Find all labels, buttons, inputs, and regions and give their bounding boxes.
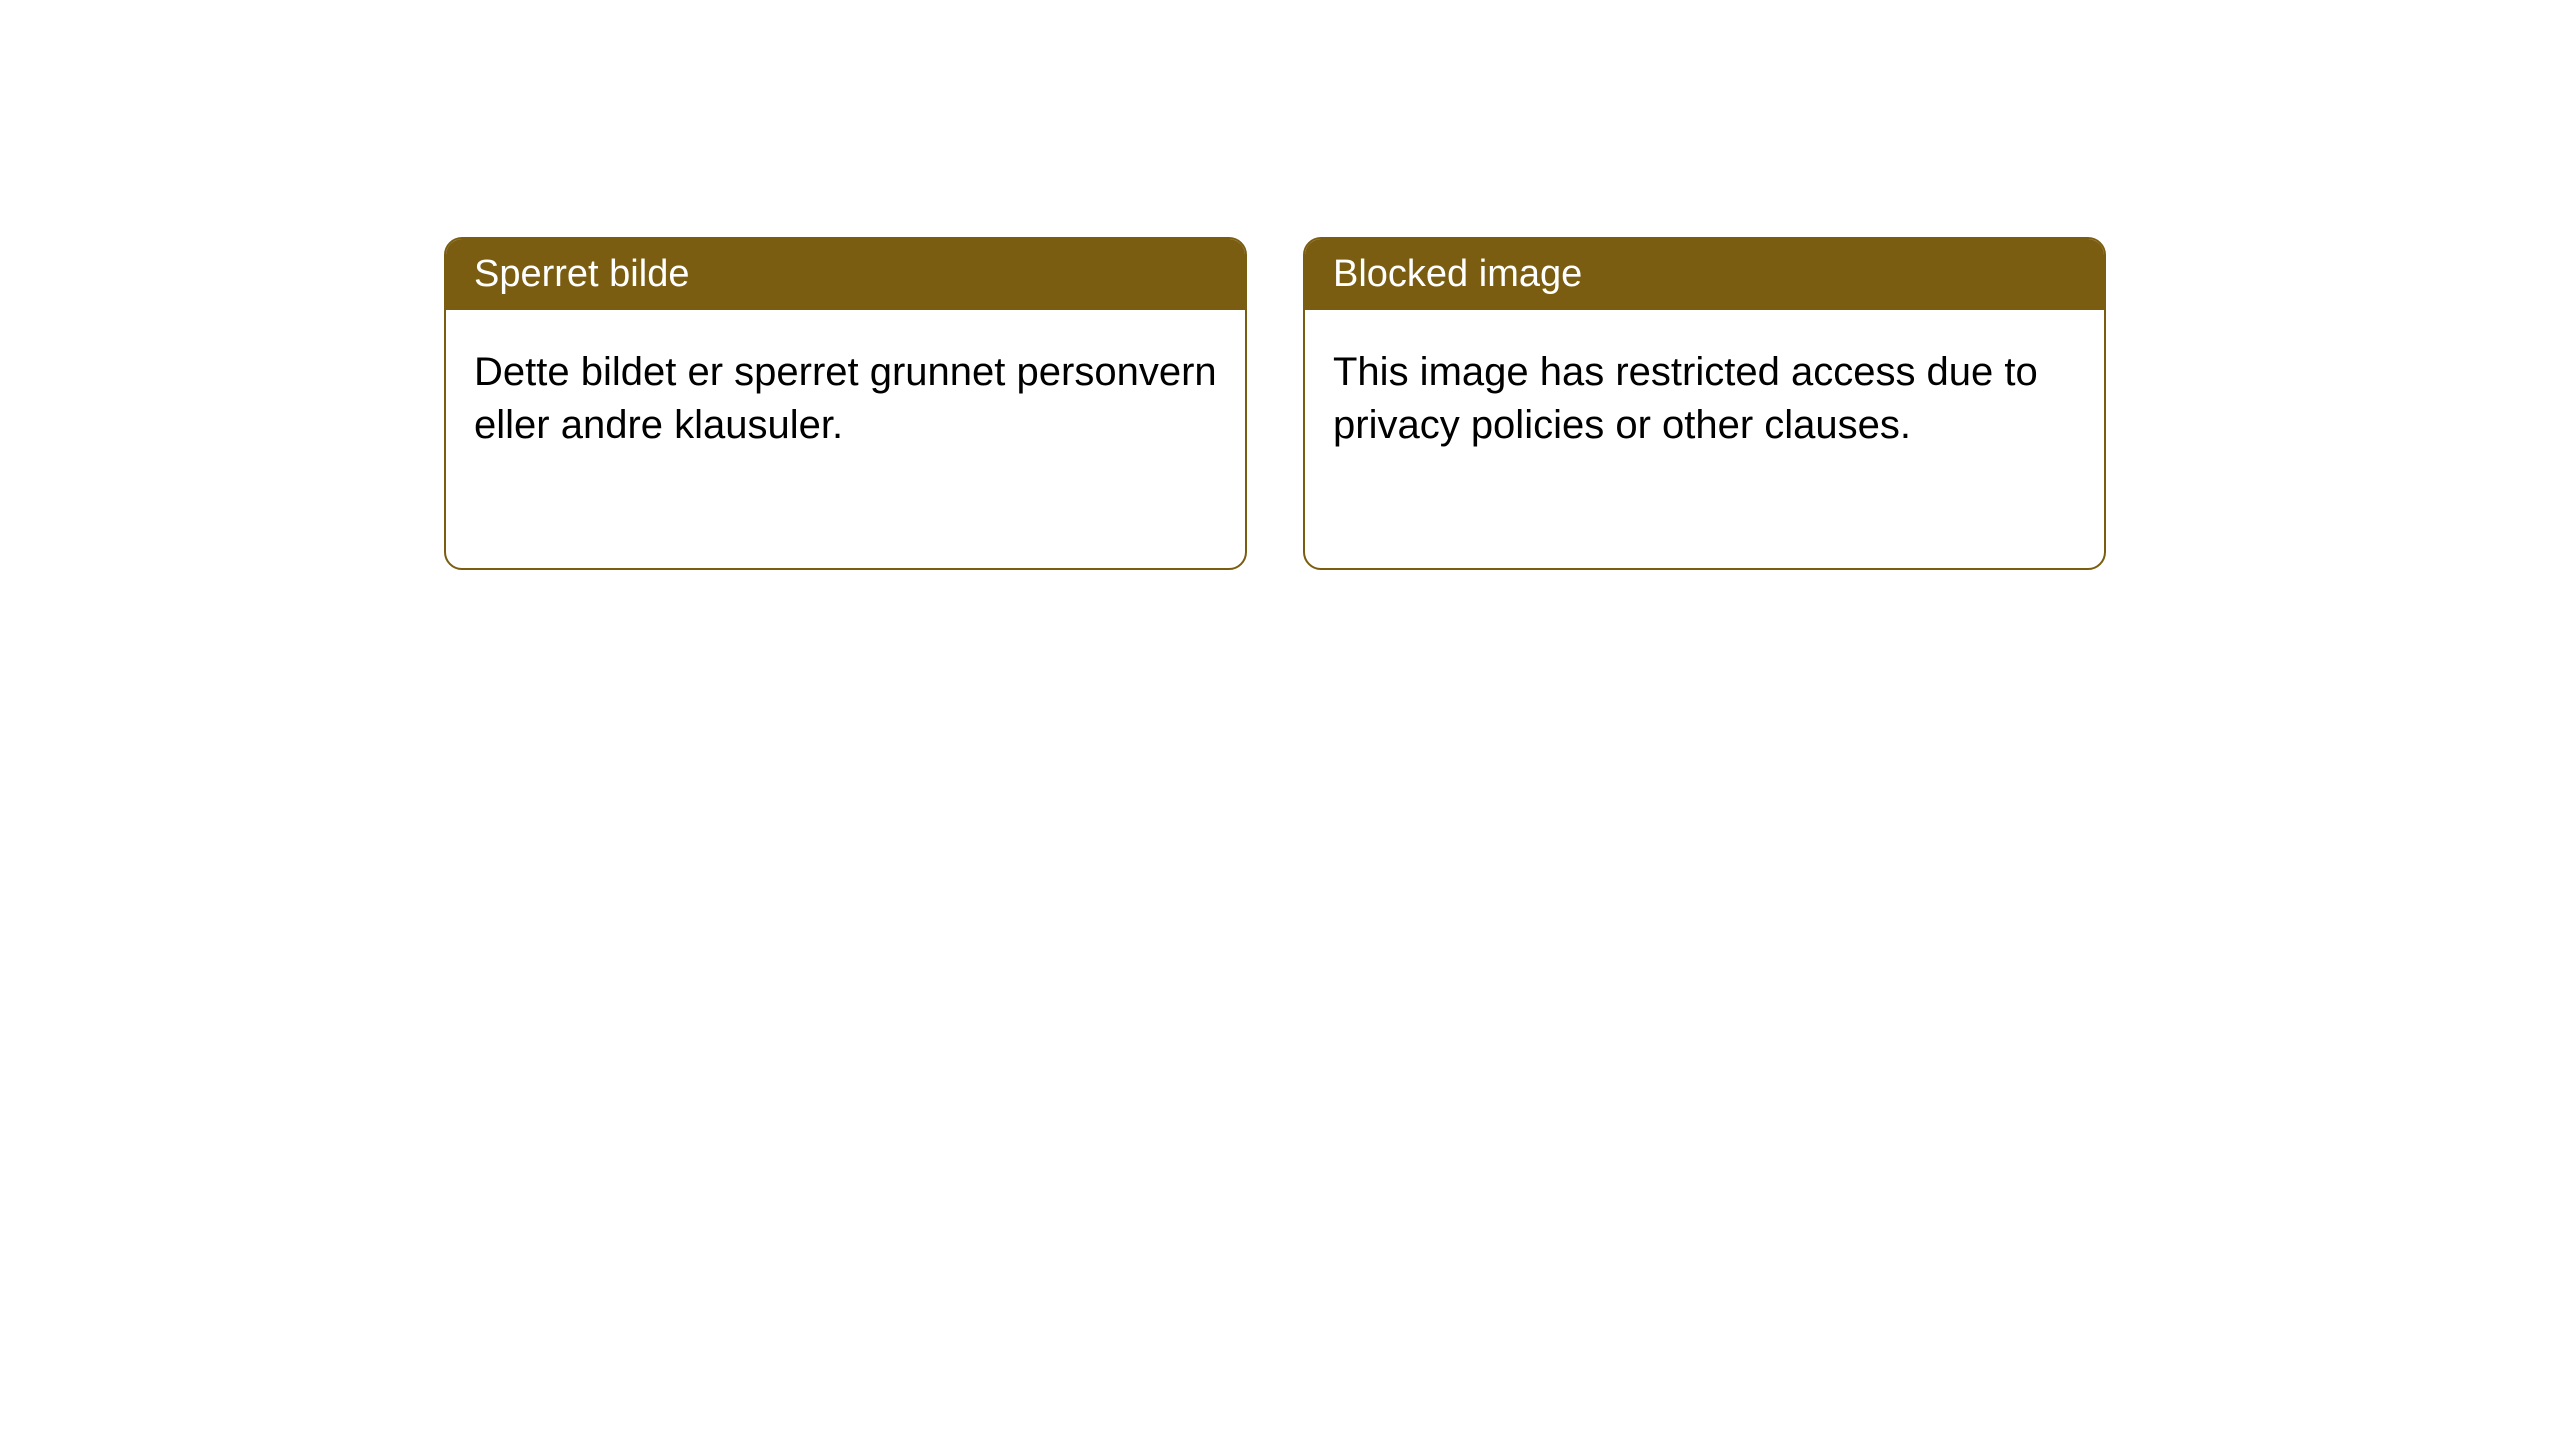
card-message: Dette bildet er sperret grunnet personve… (474, 350, 1217, 447)
card-body: This image has restricted access due to … (1305, 310, 2104, 488)
card-body: Dette bildet er sperret grunnet personve… (446, 310, 1245, 488)
notice-cards-container: Sperret bilde Dette bildet er sperret gr… (0, 0, 2560, 570)
card-header: Sperret bilde (446, 239, 1245, 310)
notice-card-norwegian: Sperret bilde Dette bildet er sperret gr… (444, 237, 1247, 570)
card-header: Blocked image (1305, 239, 2104, 310)
card-title: Blocked image (1333, 253, 1582, 295)
card-title: Sperret bilde (474, 253, 689, 295)
notice-card-english: Blocked image This image has restricted … (1303, 237, 2106, 570)
card-message: This image has restricted access due to … (1333, 350, 2038, 447)
